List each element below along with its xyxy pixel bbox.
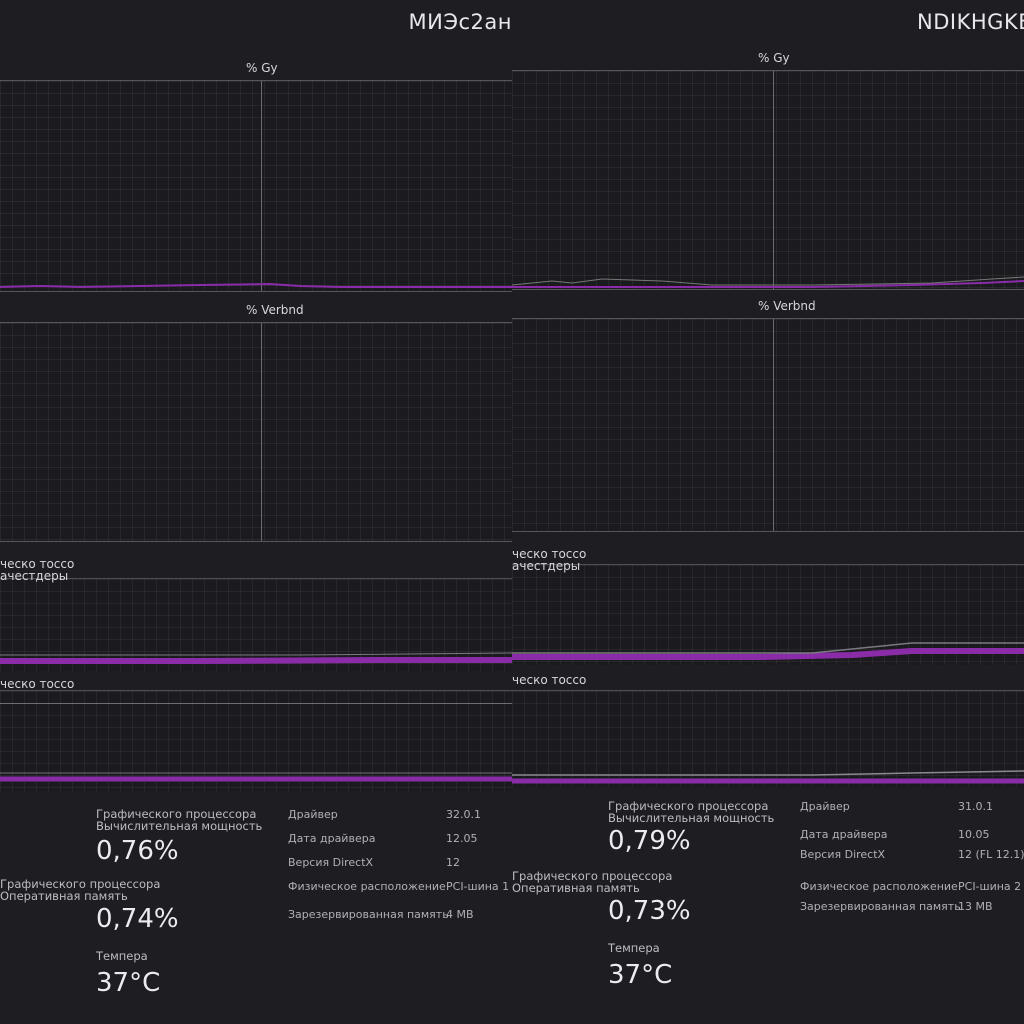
gpu-title: МИЭс2ан [408, 10, 512, 34]
memory-line [0, 772, 512, 782]
stat-label: Темпера [96, 949, 148, 963]
graph-divider [773, 71, 774, 289]
engine-graph: % Verbnd [512, 299, 1024, 532]
property-label: Версия DirectX [288, 856, 374, 869]
graph-label: ческо тоссо [512, 673, 587, 687]
property-value: PCI-шина 1 [446, 880, 510, 893]
property-value: 32.0.1 [446, 808, 481, 821]
engine-graph: % Verbnd [0, 303, 512, 542]
usage-line [512, 276, 1024, 288]
gpu-panel-right: NDIKHGKE % Gy % Verbnd ческо тоссо ачест… [512, 0, 1024, 1024]
property-label: Физическое расположение [288, 880, 446, 893]
stat-value: 0,79% [608, 826, 691, 856]
stat-value: 0,74% [96, 904, 179, 934]
property-value: 12 [446, 856, 460, 869]
property-value: 13 MB [958, 900, 993, 913]
property-value: 12 (FL 12.1) [958, 848, 1024, 861]
graph-label: ачестдеры [0, 569, 69, 583]
graph-limit-line [0, 703, 512, 704]
memory-line [0, 652, 512, 664]
stat-label: Графического процессора [512, 869, 673, 883]
property-label: Версия DirectX [800, 848, 886, 861]
property-value: 31.0.1 [958, 800, 993, 813]
graph-label: % Gy [758, 51, 790, 65]
memory-graph: ческо тоссо [512, 673, 1024, 787]
memory-graph: ческо тоссо ачестдеры [512, 547, 1024, 665]
gpu-panel-left: МИЭс2ан % Gy % Verbnd ческо тоссо ачестд… [0, 10, 512, 998]
stat-label: Оперативная память [0, 889, 128, 903]
gpu-title: NDIKHGKE [917, 10, 1024, 34]
property-label: Дата драйвера [288, 832, 376, 845]
property-label: Физическое расположение [800, 880, 958, 893]
stat-label: Графического процессора [608, 799, 769, 813]
property-label: Драйвер [800, 800, 850, 813]
memory-line [512, 642, 1024, 660]
engine-graph: % Gy [512, 51, 1024, 290]
stat-value: 0,73% [608, 896, 691, 926]
stat-label: Вычислительная мощность [96, 819, 263, 833]
memory-line [512, 770, 1024, 784]
stat-value: 37°C [96, 968, 161, 998]
property-label: Драйвер [288, 808, 338, 821]
property-label: Зарезервированная память [800, 900, 961, 913]
stat-label: Оперативная память [512, 881, 640, 895]
property-label: Дата драйвера [800, 828, 888, 841]
memory-graph: ческо тоссо ачестдеры [0, 557, 512, 671]
engine-graph: % Gy [0, 61, 512, 292]
property-value: 12.05 [446, 832, 478, 845]
usage-line [0, 282, 512, 289]
graph-divider [261, 81, 262, 291]
stat-label: Графического процессора [96, 807, 257, 821]
graph-label: ческо тоссо [0, 677, 75, 691]
graph-label: ческо тоссо [512, 547, 587, 561]
graph-label: % Verbnd [758, 299, 816, 313]
graph-label: % Gy [246, 61, 278, 75]
property-value: 4 MB [446, 908, 474, 921]
memory-graph: ческо тоссо [0, 677, 512, 791]
graph-divider [773, 319, 774, 531]
stat-label: Вычислительная мощность [608, 811, 775, 825]
stat-value: 0,76% [96, 836, 179, 866]
property-label: Зарезервированная память [288, 908, 449, 921]
stat-label: Темпера [608, 941, 660, 955]
graph-divider [261, 323, 262, 541]
graph-label: ческо тоссо [0, 557, 75, 571]
stat-label: Графического процессора [0, 877, 161, 891]
property-value: PCI-шина 2 [958, 880, 1022, 893]
stat-value: 37°C [608, 960, 673, 990]
graph-label: % Verbnd [246, 303, 304, 317]
property-value: 10.05 [958, 828, 990, 841]
graph-label: ачестдеры [512, 559, 581, 573]
